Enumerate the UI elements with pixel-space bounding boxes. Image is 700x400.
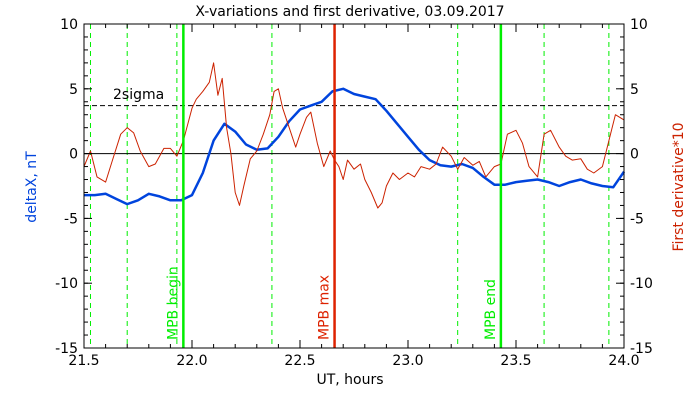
series-layer: [83, 62, 626, 209]
marker-lines-layer: MPB begin MPB max MPB end: [165, 24, 503, 348]
mpb-max-label: MPB max: [317, 275, 333, 340]
x-tick-label: 23.5: [500, 353, 531, 369]
y-tick-label-right: -15: [630, 341, 653, 357]
chart-title: X-variations and first derivative, 03.09…: [195, 4, 504, 20]
grid-layer: [84, 24, 624, 348]
x-tick-label: 22.5: [284, 353, 315, 369]
ticks-layer: 21.5 22.0 22.5 23.0 23.5 24.0-15-10-50510-15-…: [55, 17, 653, 369]
x-tick-label: 24.0: [608, 353, 639, 369]
x-tick-label: 21.5: [68, 353, 99, 369]
y-tick-label-left: -15: [55, 341, 78, 357]
y-tick-label-right: -10: [630, 276, 653, 292]
y-tick-label-right: 5: [630, 82, 639, 98]
sigma-label: 2sigma: [113, 87, 164, 103]
plot-frame: [83, 23, 625, 349]
x-axis-label: UT, hours: [316, 372, 383, 388]
x-tick-label: 22.0: [176, 353, 207, 369]
y-tick-label-right: -5: [630, 211, 644, 227]
mpb-begin-label: MPB begin: [165, 266, 181, 340]
y-tick-label-left: -5: [64, 211, 78, 227]
y-axis-label-left: deltaX, nT: [24, 151, 40, 223]
mpb-end-label: MPB end: [483, 279, 499, 340]
y-axis-label-right: First derivative*10: [671, 122, 687, 251]
deltax-series-line: [84, 87, 626, 206]
y-tick-label-right: 10: [630, 17, 648, 33]
y-tick-label-left: 10: [60, 17, 78, 33]
y-tick-label-right: 0: [630, 147, 639, 163]
y-tick-label-left: -10: [55, 276, 78, 292]
y-tick-label-left: 0: [69, 147, 78, 163]
derivative-series-line: [83, 62, 625, 209]
x-tick-label: 23.0: [392, 353, 423, 369]
y-tick-label-left: 5: [69, 82, 78, 98]
